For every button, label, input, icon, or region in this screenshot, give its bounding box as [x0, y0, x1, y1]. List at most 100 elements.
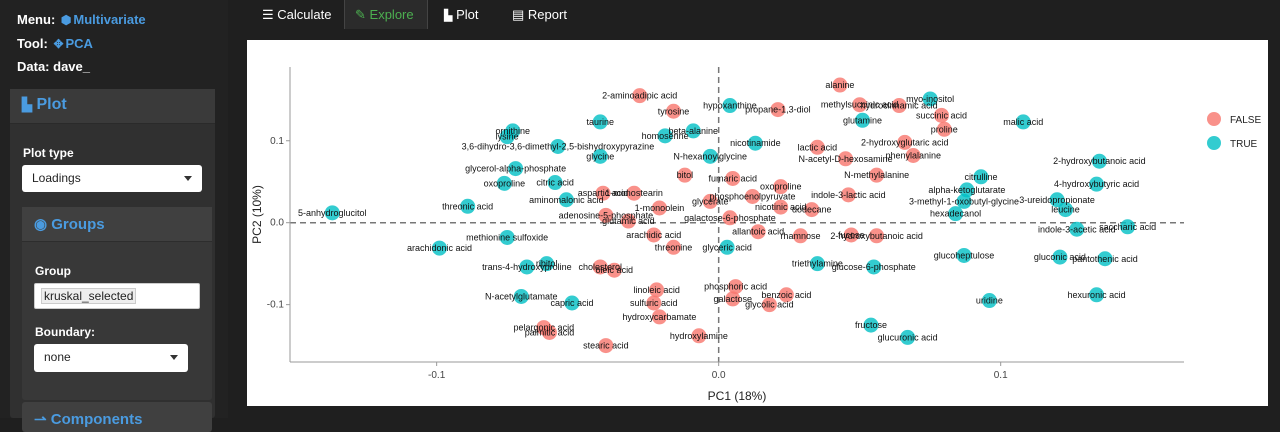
points-group	[324, 77, 1136, 354]
data-point	[519, 259, 535, 275]
data-value: dave_	[53, 59, 91, 74]
group-value-tag[interactable]: kruskal_selected	[41, 288, 137, 304]
point-label: N-acetylglutamate	[485, 291, 558, 301]
point-label: glucuronic acid	[878, 332, 938, 342]
plot-panel: ▙ Plot Plot type Loadings ◉ Groups Group…	[10, 89, 215, 432]
legend-label: FALSE	[1230, 115, 1261, 126]
point-label: N-methylalanine	[844, 170, 909, 180]
data-point	[598, 207, 614, 223]
bar-chart-icon: ▙	[444, 10, 453, 22]
point-label: saccharic acid	[1099, 222, 1156, 232]
point-labels-group: alanine 2-aminoadipic acid tyrosine propane…	[298, 80, 1156, 351]
point-label: glycerol-alpha-phosphate	[465, 164, 566, 174]
data-point	[959, 182, 975, 198]
x-axis-label: PC1 (18%)	[708, 389, 767, 403]
tab-calculate-label: Calculate	[277, 7, 332, 22]
components-panel[interactable]: ⇀ Components	[22, 402, 212, 432]
tab-plot[interactable]: ▙ Plot	[434, 0, 494, 29]
point-label: benzoic acid	[761, 290, 811, 300]
tab-explore[interactable]: ✎ Explore	[344, 0, 428, 29]
tool-value[interactable]: PCA	[65, 36, 93, 51]
tool-label: Tool:	[17, 36, 48, 51]
data-point	[632, 88, 648, 104]
y-axis-label: PC2 (10%)	[250, 185, 264, 244]
data-point	[770, 102, 786, 118]
data-point	[324, 205, 340, 221]
groups-panel-header[interactable]: ◉ Groups	[22, 207, 212, 242]
data-point	[832, 77, 848, 93]
boundary-select[interactable]: none	[34, 344, 188, 372]
point-label: aspartic acid	[578, 188, 629, 198]
data-point	[936, 121, 952, 137]
point-label: hydroxycarbamate	[622, 312, 696, 322]
data-point	[725, 291, 741, 307]
user-circle-icon: ◉	[34, 216, 48, 233]
data-label: Data:	[17, 59, 50, 74]
point-label: pelargonic acid	[514, 323, 575, 333]
point-label: glycine	[586, 151, 614, 161]
data-point	[558, 192, 574, 208]
data-point	[691, 328, 707, 344]
point-label: 2-hydroxybutanoic acid	[830, 231, 923, 241]
data-point	[981, 293, 997, 309]
data-point	[761, 297, 777, 313]
data-point	[677, 167, 693, 183]
point-label: citric acid	[536, 178, 574, 188]
point-label: bitol	[677, 170, 694, 180]
data-point	[891, 98, 907, 114]
data-point	[598, 338, 614, 354]
data-point	[840, 187, 856, 203]
data-point	[905, 148, 921, 163]
data-point	[1091, 153, 1107, 169]
tab-calculate[interactable]: ☰ Calculate	[252, 0, 344, 29]
group-input[interactable]: kruskal_selected	[34, 283, 200, 309]
data-point	[956, 193, 972, 209]
data-point	[863, 317, 879, 333]
data-point	[499, 229, 515, 245]
point-label: 2-hydroxybutanoic acid	[1053, 156, 1146, 166]
data-point	[513, 288, 529, 304]
legend-label: TRUE	[1230, 139, 1258, 150]
plot-background	[290, 67, 1184, 362]
data-point	[745, 188, 761, 204]
groups-title: Groups	[51, 216, 105, 233]
point-label: sulfuric acid	[630, 298, 678, 308]
plot-panel-header[interactable]: ▙ Plot	[10, 89, 215, 124]
point-label: propane-1,3-diol	[745, 105, 811, 115]
data-point	[1049, 192, 1065, 208]
point-label: citrulline	[964, 172, 997, 182]
data-point	[1015, 114, 1031, 130]
point-label: glycerate	[692, 196, 729, 206]
point-label: allantoic acid	[732, 227, 784, 237]
data-point	[948, 206, 964, 222]
pca-loadings-chart: -0.1 0.0 0.1 -0.1 0.0 0.1 PC1 (18%) PC2 (10%) a…	[250, 67, 1261, 403]
point-label: indole-3-acetic acid	[1038, 224, 1116, 234]
point-label: glucoheptulose	[934, 250, 995, 260]
point-label: ribitol	[536, 259, 558, 269]
data-point	[620, 213, 636, 229]
menu-line: Menu: ⬢ Multivariate	[17, 12, 146, 27]
arrows-icon: ✥	[53, 37, 64, 51]
point-label: stearic acid	[583, 341, 629, 351]
data-point	[1089, 287, 1105, 303]
data-point	[722, 210, 738, 226]
point-label: alanine	[825, 80, 854, 90]
point-label: methionine sulfoxide	[466, 232, 548, 242]
tab-report-label: Report	[527, 7, 567, 22]
data-point	[869, 167, 885, 183]
point-label: palmitic acid	[525, 328, 575, 338]
menu-value[interactable]: Multivariate	[73, 12, 146, 27]
point-label: glyceric acid	[702, 242, 752, 252]
boundary-value: none	[44, 350, 71, 364]
point-label: rhamnose	[780, 231, 820, 241]
point-label: galactose-6-phosphate	[684, 213, 776, 223]
plot-panel-group: -0.1 0.0 0.1 -0.1 0.0 0.1 PC1 (18%) PC2 (10%)	[250, 67, 1184, 403]
data-point	[778, 287, 794, 303]
tab-report[interactable]: ▤ Report	[502, 0, 582, 29]
point-label: threonine	[655, 242, 693, 252]
data-point	[547, 175, 563, 191]
point-label: oleic acid	[596, 265, 634, 275]
point-label: 3-ureidopropionate	[1019, 195, 1095, 205]
plot-type-select[interactable]: Loadings	[22, 165, 202, 192]
data-point	[651, 200, 667, 216]
